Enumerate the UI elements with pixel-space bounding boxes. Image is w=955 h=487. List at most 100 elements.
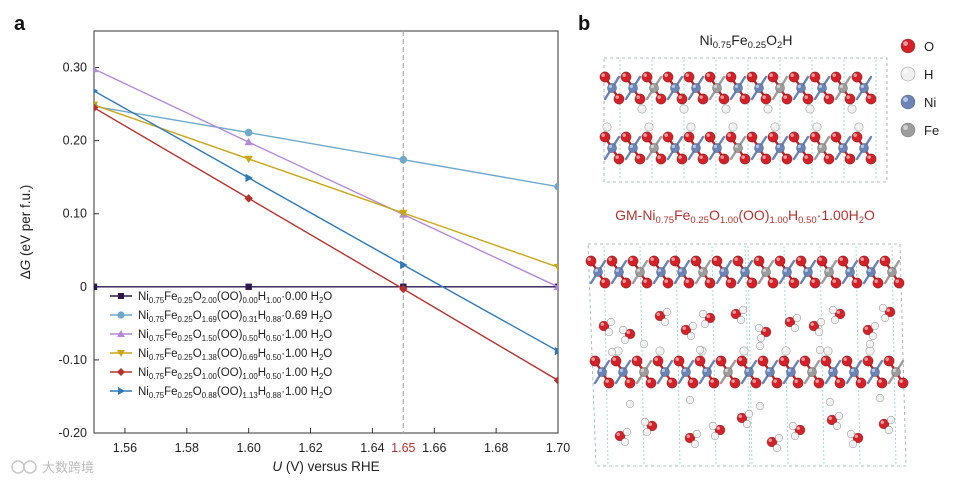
formula-part: 1.50	[202, 334, 218, 343]
formula-part: O	[193, 291, 202, 303]
formula-part: 2	[319, 296, 323, 305]
formula-part: 0.88	[202, 391, 217, 400]
formula-part: Fe	[164, 310, 177, 322]
water-hydrogen-atom-highlight	[776, 435, 779, 439]
nickel-atom	[628, 83, 638, 93]
hydrogen-atom-highlight	[730, 124, 734, 127]
y-axis-ticks: 0.30 0.20 0.10 0 -0.10 -0.20	[59, 61, 99, 440]
oxygen-atom-highlight	[832, 133, 836, 137]
hydrogen-atom	[770, 122, 780, 132]
formula-part: Ni	[700, 32, 713, 48]
oxygen-atom	[823, 153, 835, 165]
iron-atom	[649, 143, 659, 153]
water-hydrogen-atom-highlight	[624, 429, 627, 433]
oxygen-atom-highlight	[591, 357, 595, 361]
h-bond	[891, 245, 897, 465]
hydrogen-atom	[637, 104, 647, 114]
water-hydrogen-atom-highlight	[794, 315, 797, 319]
formula-part: 0.25	[690, 215, 709, 226]
nickel-atom	[712, 143, 722, 153]
water-hydrogen-atom	[884, 425, 894, 435]
water-hydrogen-atom-highlight	[880, 305, 883, 309]
watermark-text: 大数跨境	[42, 461, 94, 476]
hydrogen-atom	[739, 346, 749, 356]
nickel-atom	[628, 143, 638, 153]
iron-atom-highlight	[640, 368, 644, 373]
oxygen-atom-highlight	[734, 257, 738, 261]
oxygen-atom	[792, 377, 804, 389]
series-5-point	[94, 88, 99, 94]
oxygen-atom	[708, 377, 720, 389]
formula-part: 0.25	[178, 296, 194, 305]
oxygen-atom-highlight	[692, 257, 696, 261]
nickel-atom-highlight	[598, 368, 602, 373]
water-oxygen-atom-highlight	[796, 426, 800, 430]
oxygen-atom	[757, 355, 769, 367]
formula-part: O	[323, 310, 332, 322]
water-hydrogen-atom	[640, 417, 650, 427]
water-hydrogen-atom-highlight	[756, 325, 759, 329]
water-hydrogen-atom-highlight	[688, 333, 691, 337]
series-2-point	[553, 282, 558, 291]
series-3-point	[399, 209, 408, 218]
formula-part: Ni	[138, 329, 149, 341]
water-hydrogen-atom-highlight	[642, 419, 645, 423]
nickel-atom-highlight	[787, 368, 791, 373]
series-line-5	[94, 90, 558, 352]
nickel-atom-highlight	[871, 368, 875, 373]
plot-frame	[93, 30, 559, 434]
oxygen-atom	[795, 255, 807, 267]
nickel-atom-highlight	[797, 144, 801, 148]
iron-atom	[775, 83, 785, 93]
formula-part: Fe	[164, 367, 177, 379]
y-tick-label: 0.10	[63, 207, 87, 221]
oxygen-atom	[620, 71, 632, 83]
oxygen-atom-highlight	[741, 155, 745, 159]
oxygen-atom	[613, 93, 625, 105]
oxygen-atom	[830, 277, 842, 289]
nickel-atom-highlight	[608, 84, 612, 88]
atom-legend-label: Ni	[924, 95, 936, 110]
iron-atom	[698, 267, 708, 277]
y-axis-label-delta: Δ	[18, 270, 33, 279]
water-oxygen-atom-highlight	[768, 438, 772, 442]
oxygen-atom	[641, 131, 653, 143]
formula-part: O	[709, 207, 720, 223]
water-hydrogen-atom-highlight	[848, 431, 851, 435]
oxygen-atom	[687, 377, 699, 389]
series-1-point	[399, 155, 408, 164]
oxygen-atom-highlight	[615, 155, 619, 159]
oxygen-atom-highlight	[706, 73, 710, 77]
hydrogen-atom-highlight	[856, 124, 860, 127]
hydrogen-atom	[825, 397, 835, 407]
water-hydrogen-atom	[642, 427, 652, 437]
formula-part: 1.00	[242, 372, 258, 381]
nickel-atom-highlight	[692, 84, 696, 88]
oxygen-atom	[704, 277, 716, 289]
nickel-atom-highlight	[741, 268, 745, 273]
oxygen-atom-highlight	[748, 279, 752, 283]
formula-part: 0.25	[178, 334, 194, 343]
oxygen-atom	[662, 131, 674, 143]
nickel-atom	[670, 83, 680, 93]
oxygen-atom-highlight	[804, 95, 808, 99]
water-hydrogen-atom	[870, 321, 880, 331]
oxygen-atom-highlight	[822, 357, 826, 361]
water-hydrogen-atom	[790, 323, 800, 333]
nickel-atom-highlight	[766, 368, 770, 373]
water-oxygen-atom-highlight	[762, 328, 766, 332]
oxygen-atom-highlight	[741, 95, 745, 99]
water-hydrogen-atom-highlight	[694, 431, 697, 435]
formula-part: H	[258, 348, 266, 360]
structure-panel: Ni0.75Fe0.25O2H GM-Ni0.75Fe0.25O1.00(OO)…	[585, 32, 939, 467]
series-1-point	[244, 128, 253, 137]
legend-entry-3: Ni0.75Fe0.25O1.38(OO)0.69H0.50·1.00 H2O	[138, 348, 332, 362]
oxygen-atom-highlight	[636, 95, 640, 99]
water-hydrogen-atom-highlight	[830, 307, 833, 311]
oxygen-atom	[711, 255, 723, 267]
iron-atom	[824, 267, 834, 277]
oxygen-atom	[624, 377, 636, 389]
hydrogen-atom	[655, 346, 665, 356]
oxygen-atom	[893, 277, 905, 289]
